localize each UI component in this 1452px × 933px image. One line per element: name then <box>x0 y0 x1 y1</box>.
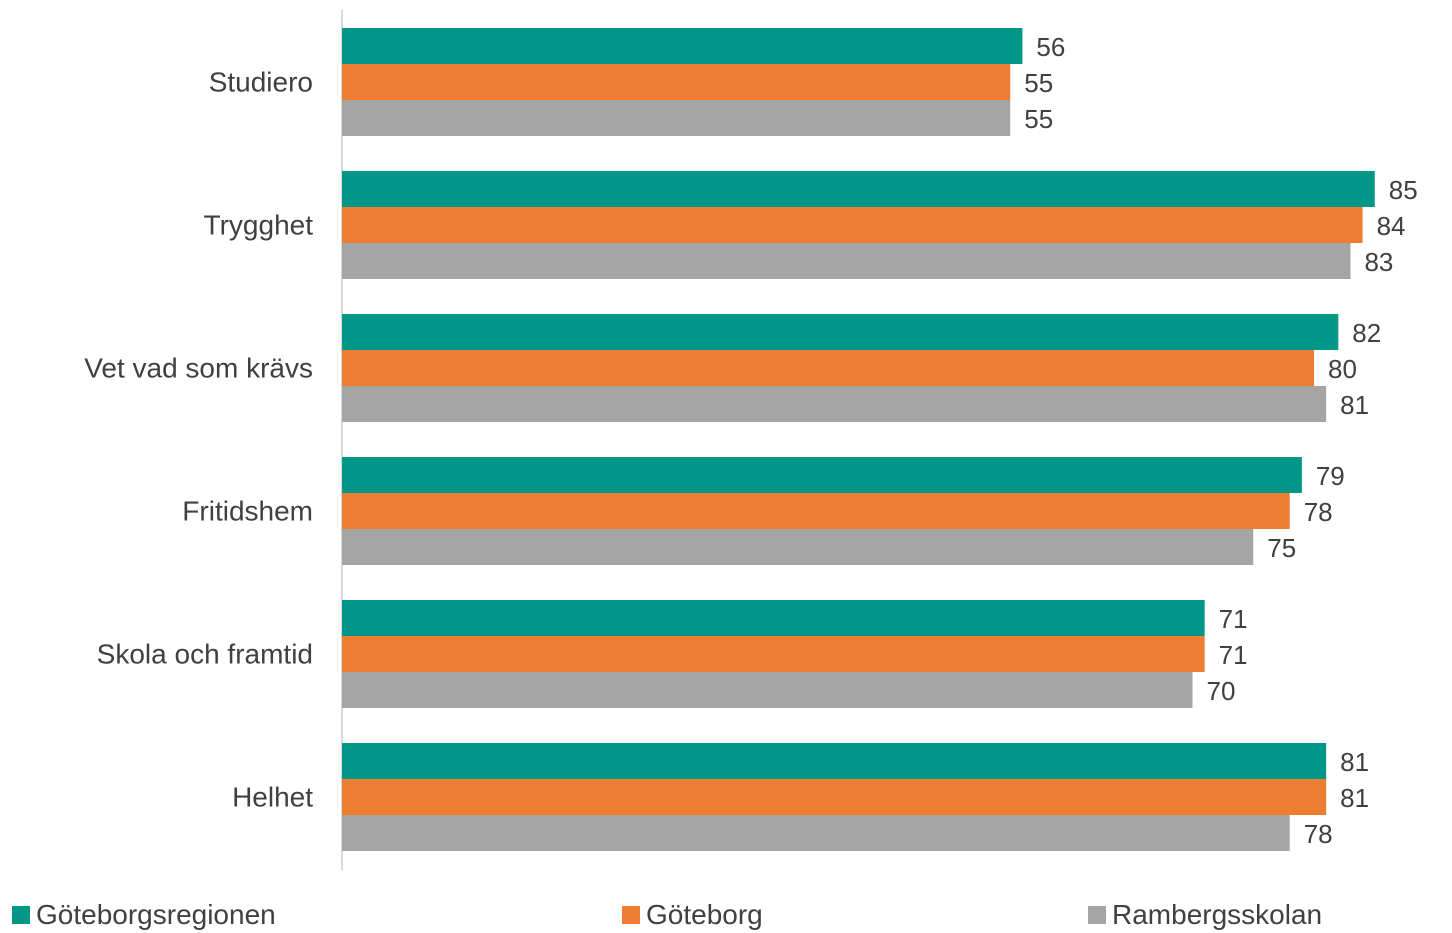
legend-label-goteborgsregionen: Göteborgsregionen <box>36 899 276 930</box>
bar-fritidshem-goteborgsregionen <box>342 457 1302 493</box>
bar-vet-vad-som-kravs-goteborgsregionen <box>342 314 1339 350</box>
legend-item-goteborgsregionen: Göteborgsregionen <box>12 897 276 933</box>
bar-trygghet-goteborg <box>342 207 1363 243</box>
legend-swatch-goteborgsregionen <box>12 906 30 924</box>
value-label-vet-vad-som-kravs-goteborgsregionen: 82 <box>1352 318 1381 348</box>
legend-item-goteborg: Göteborg <box>622 897 763 933</box>
legend-label-goteborg: Göteborg <box>646 899 763 930</box>
value-label-helhet-rambergsskolan: 78 <box>1304 819 1333 849</box>
legend-item-rambergsskolan: Rambergsskolan <box>1088 897 1322 933</box>
legend-swatch-rambergsskolan <box>1088 906 1106 924</box>
bar-helhet-rambergsskolan <box>342 815 1290 851</box>
value-label-studiero-goteborg: 55 <box>1024 68 1053 98</box>
value-label-trygghet-goteborgsregionen: 85 <box>1389 175 1418 205</box>
legend-swatch-goteborg <box>622 906 640 924</box>
value-label-fritidshem-goteborgsregionen: 79 <box>1316 461 1345 491</box>
category-label-studiero: Studiero <box>209 67 313 98</box>
bar-skola-och-framtid-goteborg <box>342 636 1205 672</box>
category-label-vet-vad-som-kravs: Vet vad som krävs <box>84 353 313 384</box>
category-labels: Studiero Trygghet Vet vad som krävs Fritids… <box>84 67 313 813</box>
bar-trygghet-goteborgsregionen <box>342 171 1375 207</box>
value-label-skola-och-framtid-rambergsskolan: 70 <box>1207 676 1236 706</box>
category-label-helhet: Helhet <box>232 782 313 813</box>
bar-trygghet-rambergsskolan <box>342 243 1351 279</box>
value-label-trygghet-rambergsskolan: 83 <box>1364 247 1393 277</box>
value-label-skola-och-framtid-goteborgsregionen: 71 <box>1219 604 1248 634</box>
bar-helhet-goteborg <box>342 779 1327 815</box>
value-label-helhet-goteborg: 81 <box>1340 783 1369 813</box>
bar-fritidshem-goteborg <box>342 493 1290 529</box>
category-label-skola-och-framtid: Skola och framtid <box>97 639 313 670</box>
bar-skola-och-framtid-goteborgsregionen <box>342 600 1205 636</box>
legend-label-rambergsskolan: Rambergsskolan <box>1112 899 1323 930</box>
bar-studiero-goteborg <box>342 64 1011 100</box>
value-label-studiero-rambergsskolan: 55 <box>1024 104 1053 134</box>
legend: Göteborgsregionen Göteborg Rambergsskola… <box>0 897 1452 933</box>
value-label-studiero-goteborgsregionen: 56 <box>1036 32 1065 62</box>
value-label-skola-och-framtid-goteborg: 71 <box>1219 640 1248 670</box>
bar-studiero-goteborgsregionen <box>342 28 1023 64</box>
value-label-vet-vad-som-kravs-rambergsskolan: 81 <box>1340 390 1369 420</box>
value-label-fritidshem-rambergsskolan: 75 <box>1267 533 1296 563</box>
value-label-fritidshem-goteborg: 78 <box>1304 497 1333 527</box>
category-label-trygghet: Trygghet <box>204 210 314 241</box>
bar-vet-vad-som-kravs-goteborg <box>342 350 1314 386</box>
bar-vet-vad-som-kravs-rambergsskolan <box>342 386 1327 422</box>
value-label-vet-vad-som-kravs-goteborg: 80 <box>1328 354 1357 384</box>
bar-skola-och-framtid-rambergsskolan <box>342 672 1193 708</box>
bars <box>342 28 1375 851</box>
value-label-trygghet-goteborg: 84 <box>1377 211 1406 241</box>
value-label-helhet-goteborgsregionen: 81 <box>1340 747 1369 777</box>
bar-fritidshem-rambergsskolan <box>342 529 1254 565</box>
bar-studiero-rambergsskolan <box>342 100 1011 136</box>
category-label-fritidshem: Fritidshem <box>182 496 313 527</box>
bar-helhet-goteborgsregionen <box>342 743 1327 779</box>
